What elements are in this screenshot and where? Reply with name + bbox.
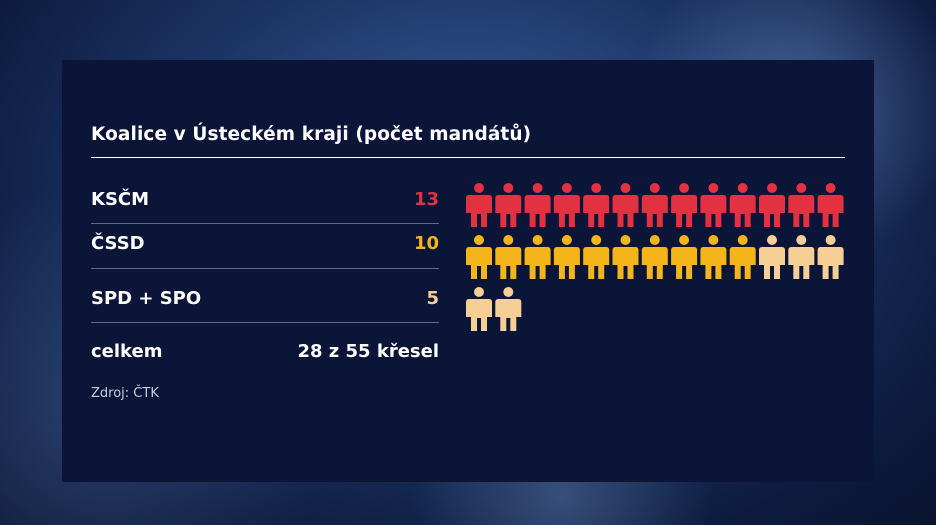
seat-icon-1-5 bbox=[612, 235, 639, 279]
row-spd-spo: SPD + SPO 5 bbox=[91, 288, 439, 318]
seat-icon-1-7 bbox=[671, 235, 698, 279]
seat-icon-0-2 bbox=[524, 183, 551, 227]
seat-icon-0-7 bbox=[671, 183, 698, 227]
party-label-cssd: ČSSD bbox=[91, 233, 145, 254]
party-label-kscm: KSČM bbox=[91, 189, 150, 210]
row-cssd: ČSSD 10 bbox=[91, 233, 439, 263]
row-total: celkem 28 z 55 křesel bbox=[91, 341, 439, 371]
seat-icon-0-12 bbox=[817, 183, 844, 227]
seat-count-kscm: 13 bbox=[413, 189, 439, 210]
seat-icon-1-8 bbox=[700, 235, 727, 279]
title-divider bbox=[91, 157, 845, 158]
total-label: celkem bbox=[91, 341, 163, 362]
seat-icon-2-0 bbox=[759, 235, 785, 279]
seat-icon-0-9 bbox=[729, 183, 756, 227]
seat-icon-0-5 bbox=[612, 183, 639, 227]
total-value: 28 z 55 křesel bbox=[297, 341, 439, 362]
seat-pictogram bbox=[466, 183, 844, 331]
seat-icon-1-1 bbox=[495, 235, 522, 279]
seat-icon-2-3 bbox=[466, 287, 492, 331]
party-label-spd-spo: SPD + SPO bbox=[91, 288, 202, 309]
seat-icon-2-4 bbox=[495, 287, 522, 331]
seat-icon-2-1 bbox=[788, 235, 815, 279]
seat-icon-1-9 bbox=[729, 235, 756, 279]
seat-icon-0-0 bbox=[466, 183, 492, 227]
seat-icon-0-1 bbox=[495, 183, 522, 227]
row-divider bbox=[91, 223, 439, 224]
seat-icon-1-2 bbox=[524, 235, 551, 279]
seat-count-spd-spo: 5 bbox=[426, 288, 439, 309]
source-note: Zdroj: ČTK bbox=[91, 386, 159, 401]
row-divider bbox=[91, 322, 439, 323]
seat-icon-1-0 bbox=[466, 235, 492, 279]
seat-icon-1-4 bbox=[583, 235, 610, 279]
row-kscm: KSČM 13 bbox=[91, 189, 439, 219]
seat-icon-1-3 bbox=[553, 235, 580, 279]
row-divider bbox=[91, 268, 439, 269]
seat-icon-0-11 bbox=[788, 183, 815, 227]
infographic-panel: Koalice v Ústeckém kraji (počet mandátů)… bbox=[62, 60, 874, 482]
seat-icon-0-4 bbox=[583, 183, 610, 227]
seat-icon-0-10 bbox=[759, 183, 785, 227]
seat-icon-0-6 bbox=[641, 183, 668, 227]
seat-count-cssd: 10 bbox=[413, 233, 439, 254]
chart-title: Koalice v Ústeckém kraji (počet mandátů) bbox=[91, 124, 532, 145]
seat-icon-2-2 bbox=[817, 235, 844, 279]
seat-icon-0-3 bbox=[553, 183, 580, 227]
seat-icon-1-6 bbox=[641, 235, 668, 279]
seat-icon-0-8 bbox=[700, 183, 727, 227]
